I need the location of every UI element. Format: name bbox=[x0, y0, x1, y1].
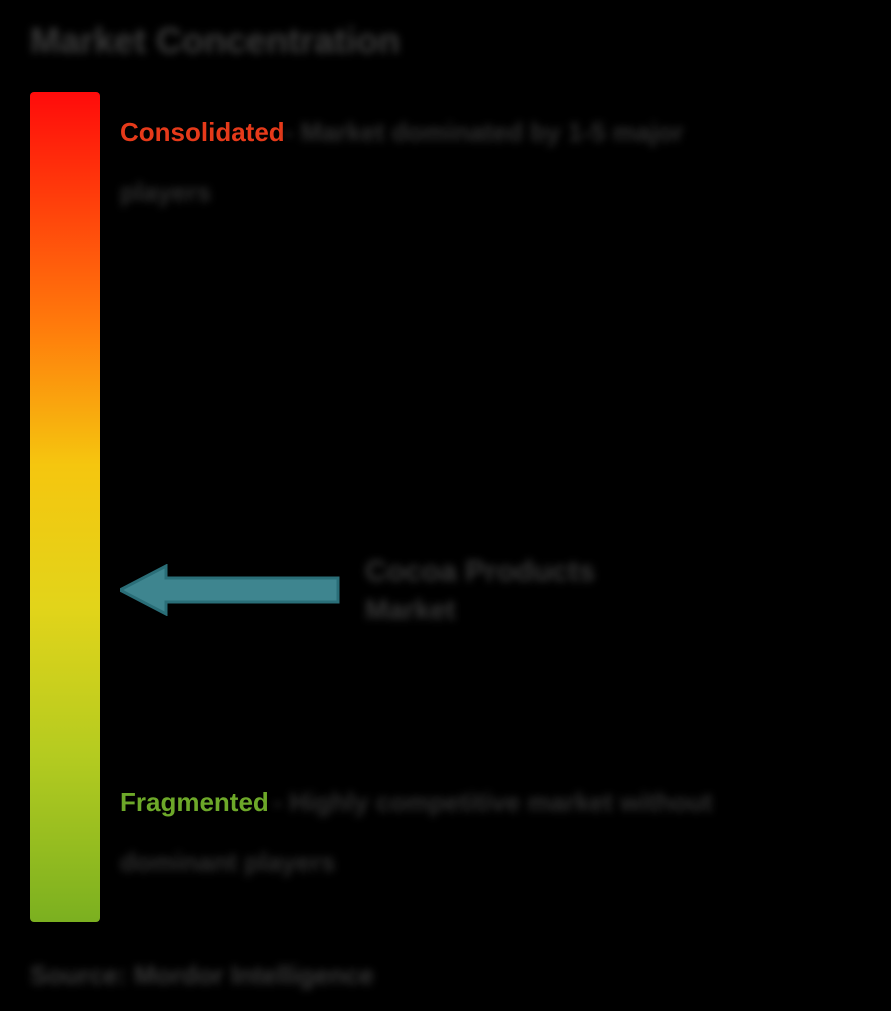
fragmented-block: Fragmented - Highly competitive market w… bbox=[120, 772, 861, 892]
arrow-row: Cocoa Products Market bbox=[120, 552, 595, 628]
market-name: Cocoa Products bbox=[365, 552, 595, 592]
text-column: Consolidated- Market dominated by 1-5 ma… bbox=[120, 92, 861, 922]
footer-source: Source: Mordor Intelligence bbox=[30, 960, 374, 991]
consolidated-desc-1: - Market dominated by 1-5 major bbox=[285, 117, 684, 147]
concentration-gradient-bar bbox=[30, 92, 100, 922]
consolidated-block: Consolidated- Market dominated by 1-5 ma… bbox=[120, 102, 861, 222]
chart-title: Market Concentration bbox=[30, 20, 861, 62]
market-label: Cocoa Products Market bbox=[365, 552, 595, 628]
market-sub: Market bbox=[365, 592, 595, 628]
fragmented-label: Fragmented bbox=[120, 787, 269, 817]
arrow-left-icon bbox=[120, 564, 340, 616]
consolidated-label: Consolidated bbox=[120, 117, 285, 147]
fragmented-desc-1: - Highly competitive market without bbox=[273, 787, 712, 817]
fragmented-desc-2: dominant players bbox=[120, 832, 861, 892]
content-area: Consolidated- Market dominated by 1-5 ma… bbox=[30, 92, 861, 922]
consolidated-desc-2: players bbox=[120, 162, 861, 222]
